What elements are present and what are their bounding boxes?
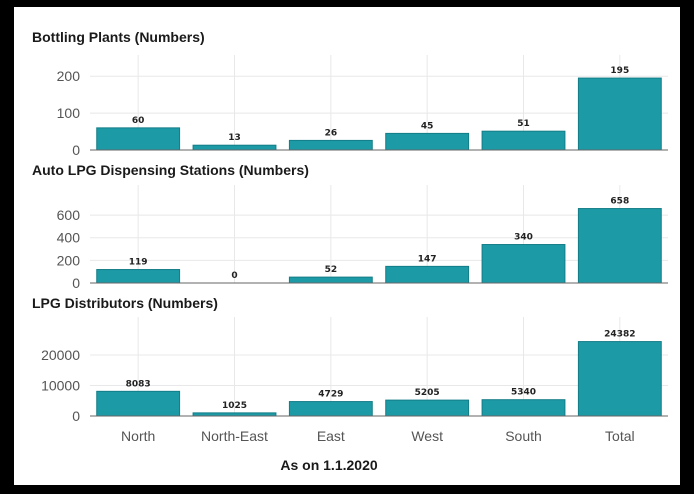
- panel-2: Auto LPG Dispensing Stations (Numbers) 0 2…: [32, 162, 668, 291]
- bar-south: [481, 399, 566, 417]
- bar-west: [385, 399, 470, 417]
- chart-panel: Bottling Plants (Numbers) 0 100 200 60 13 26 45…: [14, 7, 680, 485]
- bar-north: [96, 390, 181, 417]
- bar-north-east: [192, 144, 277, 151]
- bar-total: [577, 77, 662, 151]
- data-label: 4729: [318, 390, 343, 400]
- y-tick-label: 100: [57, 105, 81, 121]
- data-label: 147: [418, 254, 437, 264]
- y-tick-label: 10000: [41, 377, 80, 393]
- data-label: 13: [228, 133, 241, 143]
- data-label: 26: [325, 128, 338, 138]
- panel-3: LPG Distributors (Numbers) 0 10000 20000 808…: [32, 295, 668, 424]
- bar-west: [385, 265, 470, 284]
- panel-title: LPG Distributors (Numbers): [32, 295, 218, 311]
- data-label: 5205: [415, 388, 440, 398]
- data-label: 5340: [511, 388, 536, 398]
- y-tick-label: 0: [72, 408, 80, 424]
- bar-east: [288, 401, 373, 417]
- data-label: 8083: [126, 379, 151, 389]
- x-tick-label: North: [121, 428, 155, 444]
- y-tick-label: 200: [57, 252, 81, 268]
- data-label: 340: [514, 233, 533, 243]
- data-label: 1025: [222, 401, 247, 411]
- x-tick-label: Total: [605, 428, 635, 444]
- chart-svg: Bottling Plants (Numbers) 0 100 200 60 13 26 45…: [32, 29, 668, 473]
- data-label: 51: [517, 119, 530, 129]
- bar-south: [481, 130, 566, 151]
- x-tick-label: North-East: [201, 428, 268, 444]
- data-label: 0: [231, 271, 237, 281]
- bar-total: [577, 341, 662, 417]
- data-label: 195: [610, 66, 629, 76]
- bar-east: [288, 139, 373, 151]
- bar-total: [577, 208, 662, 284]
- bar-north: [96, 127, 181, 151]
- data-label: 119: [129, 258, 148, 268]
- data-label: 52: [325, 265, 338, 275]
- x-axis-label: As on 1.1.2020: [280, 457, 377, 473]
- x-tick-label: East: [317, 428, 345, 444]
- x-tick-label: South: [505, 428, 542, 444]
- bar-north: [96, 269, 181, 284]
- panel-1: Bottling Plants (Numbers) 0 100 200 60 13 26 45…: [32, 29, 668, 158]
- y-tick-label: 600: [57, 207, 81, 223]
- panel-title: Auto LPG Dispensing Stations (Numbers): [32, 162, 309, 178]
- y-tick-label: 20000: [41, 347, 80, 363]
- data-label: 24382: [604, 330, 635, 340]
- y-tick-label: 0: [72, 275, 80, 291]
- y-tick-label: 400: [57, 230, 81, 246]
- panel-title: Bottling Plants (Numbers): [32, 29, 205, 45]
- data-label: 60: [132, 116, 145, 126]
- data-label: 45: [421, 121, 434, 131]
- y-tick-label: 200: [57, 68, 81, 84]
- x-tick-label: West: [411, 428, 443, 444]
- bar-east: [288, 276, 373, 284]
- bar-west: [385, 132, 470, 151]
- bar-south: [481, 244, 566, 284]
- y-tick-label: 0: [72, 142, 80, 158]
- data-label: 658: [610, 197, 629, 207]
